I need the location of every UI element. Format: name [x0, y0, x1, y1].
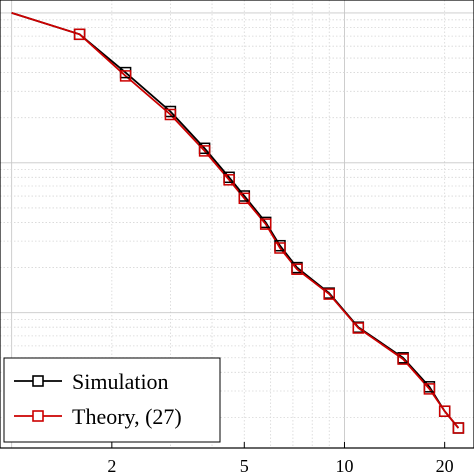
x-tick-label: 20 — [436, 456, 454, 474]
data-point-theory — [259, 218, 272, 230]
legend-marker-simulation — [32, 375, 44, 387]
legend-label-theory: Theory, (27) — [72, 404, 182, 429]
x-tick-labels: 2 5 10 20 — [107, 442, 454, 474]
data-point-theory — [198, 145, 211, 157]
data-point-theory — [164, 108, 177, 121]
data-point-theory — [352, 322, 365, 334]
data-point-theory — [274, 242, 286, 254]
data-point-theory — [73, 28, 86, 41]
data-point-theory — [119, 70, 132, 82]
data-point-theory — [223, 174, 235, 186]
grid — [0, 0, 474, 448]
plot-frame — [0, 0, 474, 449]
x-tick-label: 10 — [335, 456, 353, 474]
legend-marker-theory — [32, 410, 44, 422]
data-point-theory — [397, 353, 409, 365]
data-point-theory — [238, 192, 251, 205]
data-point-theory — [291, 263, 303, 275]
data-point-theory — [323, 288, 335, 300]
data-point-theory — [423, 383, 436, 395]
legend-label-simulation: Simulation — [72, 369, 169, 394]
legend-box — [3, 357, 221, 443]
data-point-theory — [452, 422, 465, 434]
x-tick-label: 2 — [107, 456, 116, 474]
series-line-theory — [11, 12, 460, 429]
data-point-theory — [438, 405, 451, 417]
series-line-simulation — [11, 12, 460, 429]
series-layer — [11, 12, 465, 434]
x-tick-label: 5 — [240, 456, 249, 474]
legend: Simulation Theory, (27) — [3, 357, 221, 443]
